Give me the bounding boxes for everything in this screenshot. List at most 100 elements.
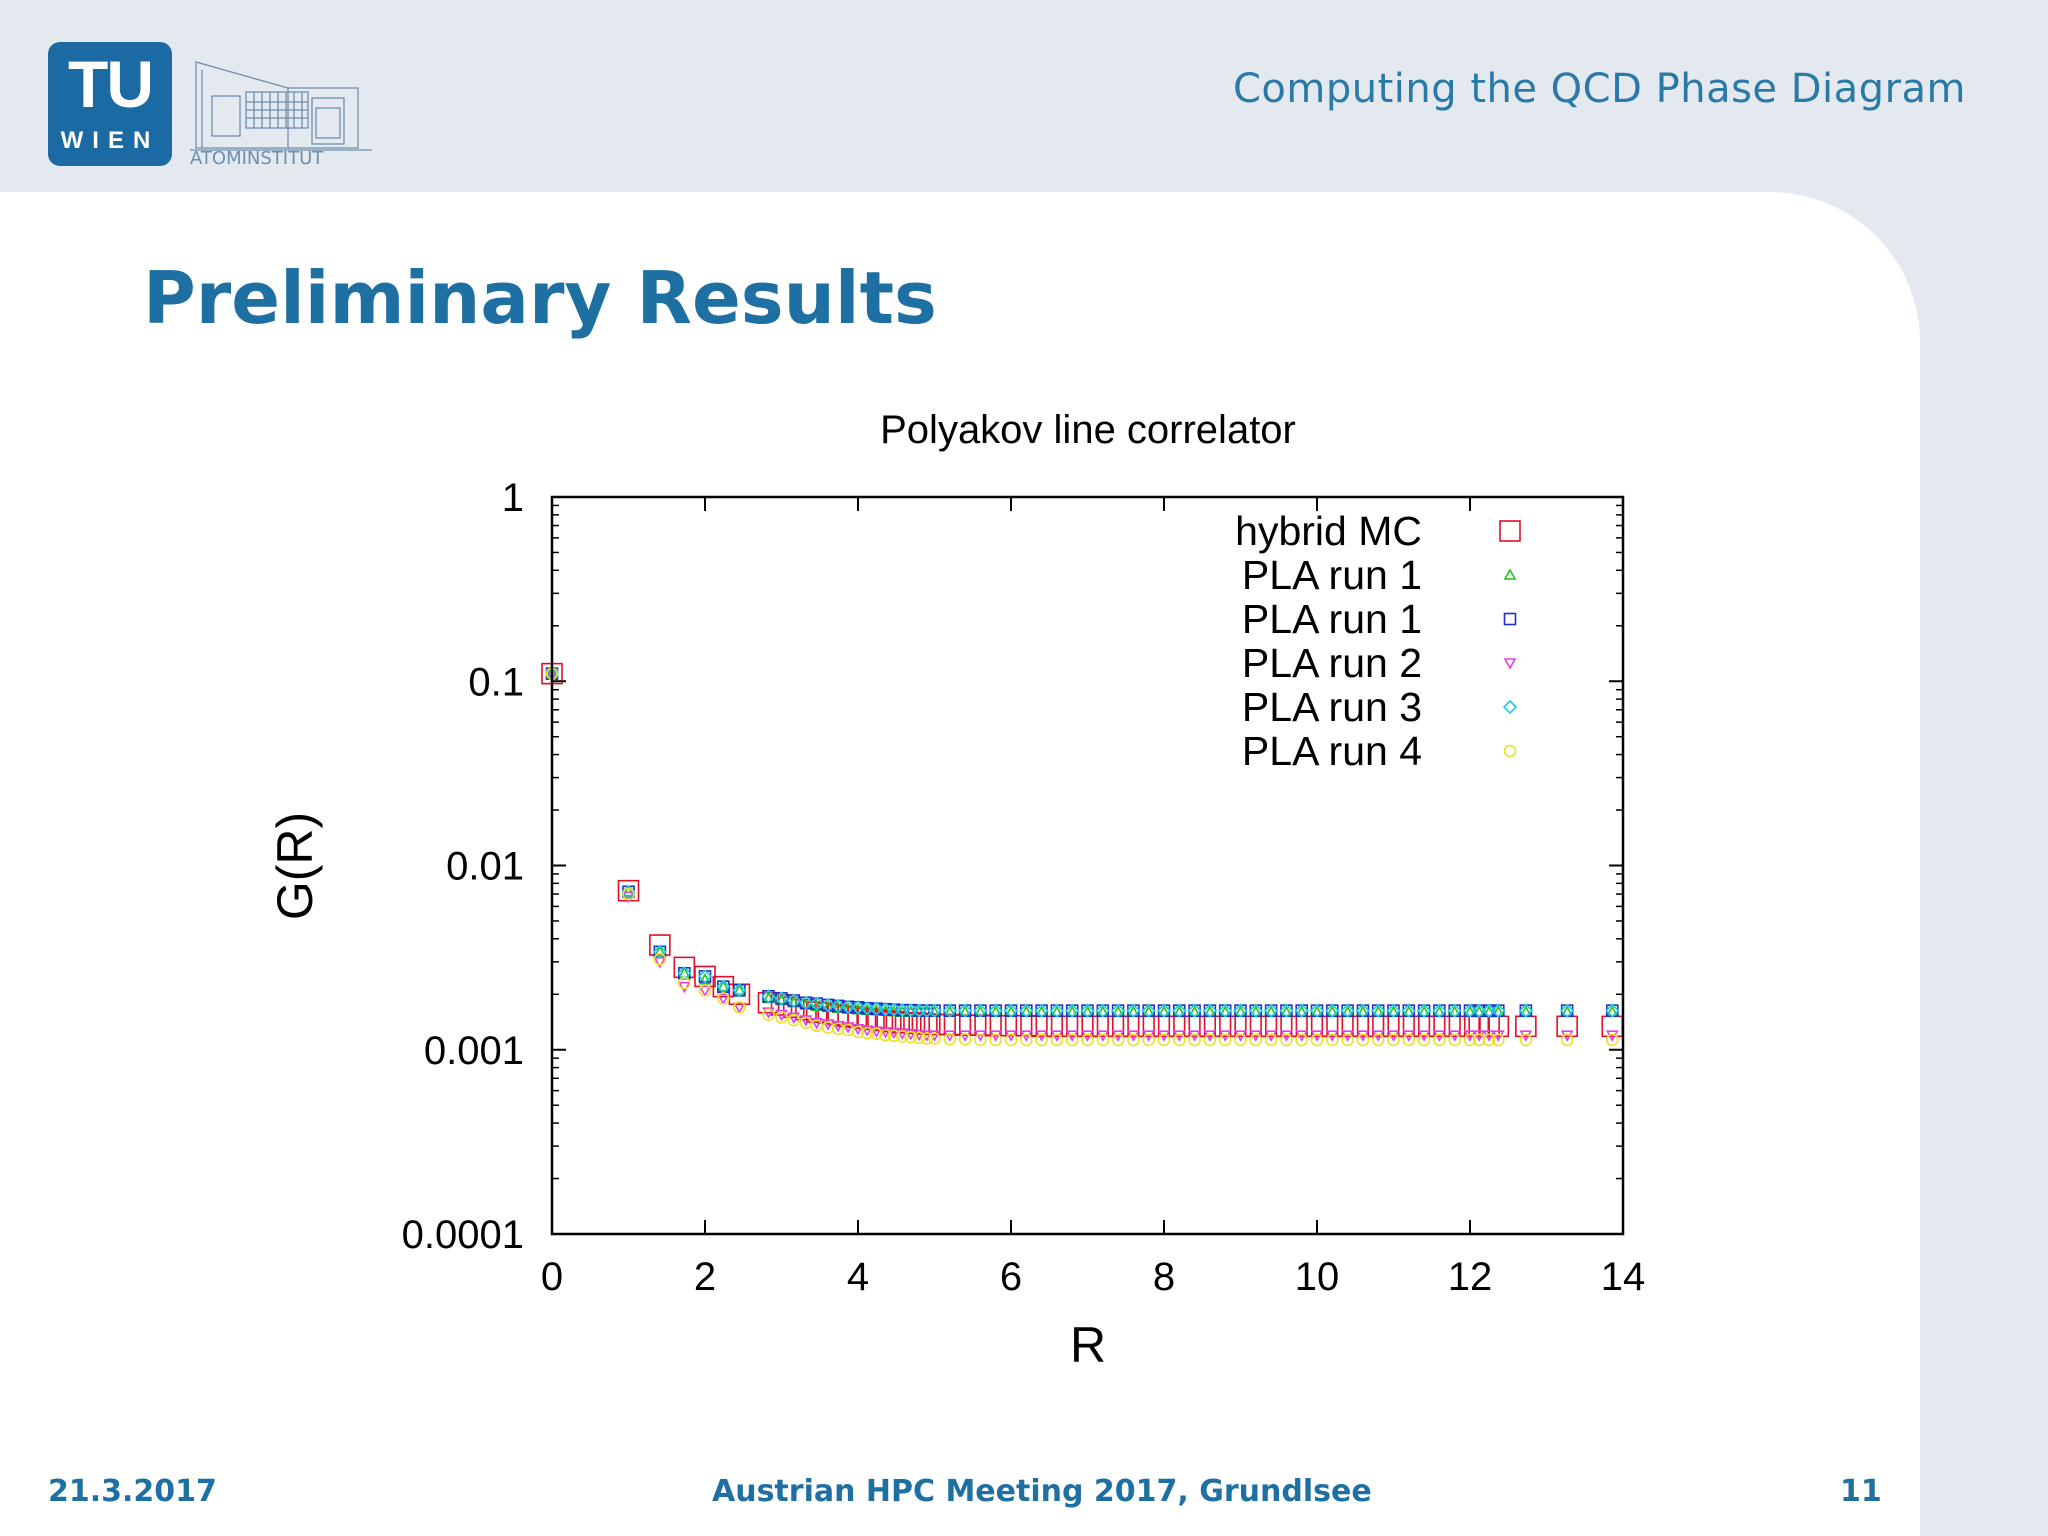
data-point — [1035, 1033, 1048, 1047]
data-point — [774, 991, 789, 1006]
data-point — [943, 1030, 957, 1042]
data-point — [1015, 1014, 1038, 1037]
data-point — [1416, 1003, 1432, 1018]
data-point — [1519, 1033, 1533, 1047]
data-point — [1214, 1015, 1236, 1038]
data-point — [761, 989, 776, 1004]
data-point — [851, 1025, 865, 1039]
logo-institute-text: ATOMINSTITUT — [190, 148, 324, 166]
data-point — [1203, 1033, 1217, 1047]
data-point — [1432, 1003, 1447, 1018]
data-point — [1188, 1033, 1201, 1047]
data-point — [1248, 1003, 1263, 1018]
data-point — [1122, 1015, 1145, 1038]
footer-event: Austrian HPC Meeting 2017, Grundlsee — [712, 1474, 1372, 1509]
data-point — [988, 1003, 1003, 1018]
data-point — [1386, 1003, 1401, 1018]
data-point — [974, 1033, 987, 1047]
deck-title: Computing the QCD Phase Diagram — [1232, 66, 1966, 112]
data-point — [883, 1010, 905, 1033]
data-point — [1020, 1033, 1033, 1047]
data-point — [841, 1022, 855, 1034]
data-point — [762, 1007, 775, 1019]
data-point — [775, 1009, 788, 1022]
legend-label: PLA run 1 — [1242, 596, 1422, 642]
data-point — [1472, 1033, 1486, 1047]
data-point — [1326, 1033, 1339, 1047]
data-point — [1382, 1015, 1405, 1038]
data-point — [653, 945, 667, 957]
data-point — [762, 1008, 775, 1021]
x-tick-label: 12 — [1448, 1255, 1493, 1299]
data-point — [1264, 1033, 1278, 1047]
data-point — [787, 1012, 801, 1024]
legend-label: PLA run 2 — [1242, 640, 1422, 686]
data-point — [799, 1015, 813, 1027]
data-point — [1556, 1015, 1578, 1038]
data-point — [1096, 1033, 1110, 1047]
data-point — [1126, 1003, 1141, 1018]
legend-label: PLA run 3 — [1242, 684, 1422, 730]
data-point — [1560, 1003, 1575, 1018]
data-point — [1127, 1033, 1140, 1047]
data-point — [678, 976, 691, 990]
legend-label: PLA run 1 — [1242, 552, 1422, 598]
data-point — [954, 1014, 976, 1036]
data-point — [874, 1009, 897, 1032]
data-point — [1234, 1033, 1247, 1047]
data-point — [1482, 1033, 1496, 1047]
data-point — [1046, 1015, 1068, 1038]
x-tick-label: 10 — [1295, 1255, 1340, 1299]
data-point — [653, 952, 667, 966]
data-point — [1448, 1033, 1461, 1047]
data-point — [1398, 1015, 1420, 1038]
data-point — [1355, 1003, 1371, 1018]
logo-secondary-text: WIEN — [60, 127, 160, 154]
data-point — [652, 944, 667, 959]
data-point — [1199, 1015, 1221, 1038]
data-point — [870, 1026, 883, 1038]
atominstitut-logo: ATOMINSTITUT — [190, 61, 372, 166]
data-point — [1371, 1003, 1386, 1018]
y-tick-label: 0.0001 — [402, 1213, 524, 1257]
data-point — [957, 1003, 973, 1018]
data-point — [1472, 1003, 1487, 1018]
data-point — [1336, 1015, 1359, 1038]
data-point — [622, 891, 635, 904]
data-point — [1249, 1033, 1263, 1047]
legend-marker — [1502, 699, 1518, 715]
data-point — [840, 999, 856, 1014]
data-point — [850, 1000, 866, 1015]
data-point — [984, 1014, 1007, 1037]
data-point — [733, 983, 746, 996]
data-point — [1004, 1033, 1018, 1047]
data-point — [717, 993, 730, 1006]
legend-marker — [1503, 658, 1517, 670]
data-point — [942, 1003, 957, 1018]
data-point — [1141, 1003, 1156, 1018]
data-point — [821, 997, 836, 1013]
content-panel — [0, 192, 1920, 1536]
data-point — [1367, 1015, 1389, 1038]
data-point — [1605, 1033, 1619, 1047]
data-point — [1356, 1033, 1370, 1047]
data-point — [787, 1013, 801, 1027]
x-axis-label: R — [1070, 1317, 1106, 1373]
data-point — [879, 1027, 892, 1039]
data-point — [912, 1031, 926, 1045]
data-point — [622, 885, 635, 897]
data-point — [904, 1030, 918, 1044]
data-point — [1229, 1015, 1252, 1038]
data-point — [1387, 1033, 1400, 1047]
tu-wien-logo: TU WIEN — [48, 42, 172, 166]
data-point — [1443, 1015, 1466, 1038]
data-point — [1030, 1015, 1053, 1038]
data-point — [1260, 1015, 1282, 1038]
data-point — [821, 1021, 835, 1034]
data-point — [1003, 1003, 1019, 1018]
data-point — [1413, 1015, 1435, 1038]
slide-title: Preliminary Results — [143, 256, 937, 340]
data-point — [887, 1029, 901, 1043]
data-point — [1401, 1003, 1416, 1018]
data-point — [1309, 1003, 1325, 1018]
